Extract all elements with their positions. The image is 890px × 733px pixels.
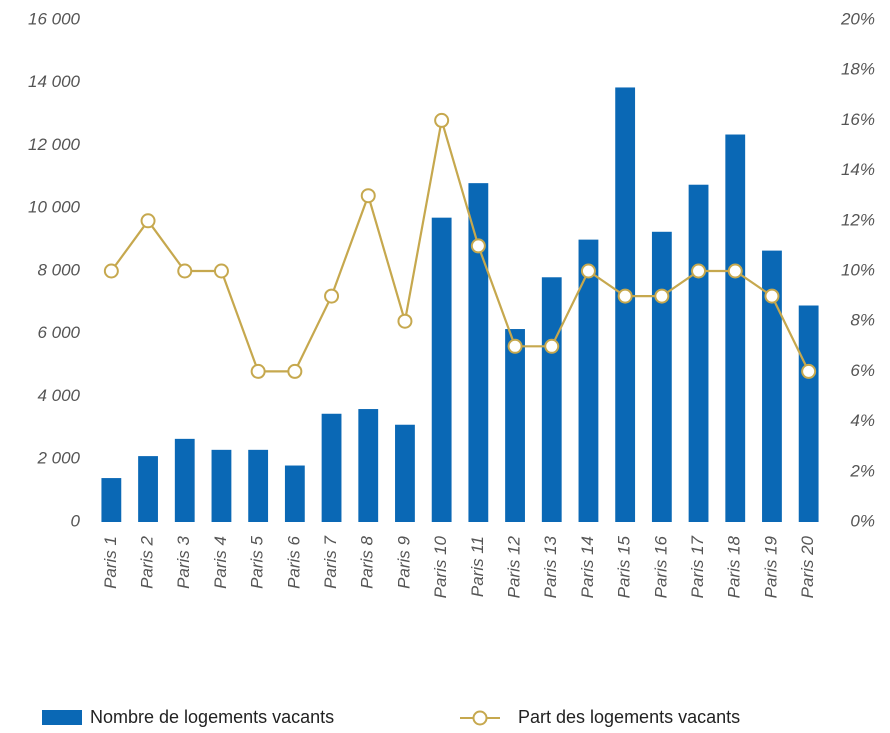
x-tick-label: Paris 8 — [358, 535, 377, 588]
line-marker — [580, 263, 596, 279]
x-tick-label: Paris 16 — [651, 535, 670, 598]
bar — [688, 184, 709, 522]
y2-tick-label: 20% — [840, 9, 875, 28]
legend-swatch — [42, 710, 82, 725]
bar — [284, 465, 305, 522]
x-tick-label: Paris 20 — [798, 535, 817, 598]
x-tick-label: Paris 9 — [394, 535, 413, 588]
bar — [321, 413, 342, 522]
bar — [174, 438, 195, 522]
bar — [578, 239, 599, 522]
y-tick-label: 14 000 — [28, 72, 81, 91]
x-tick-label: Paris 10 — [431, 535, 450, 598]
bar — [541, 277, 562, 522]
x-tick-label: Paris 14 — [578, 536, 597, 598]
y-tick-label: 16 000 — [28, 9, 81, 28]
line-marker — [140, 213, 156, 229]
line-marker — [250, 363, 266, 379]
y2-tick-label: 12% — [841, 210, 875, 229]
bar — [651, 231, 672, 522]
bar — [798, 305, 819, 522]
y2-tick-label: 6% — [850, 361, 875, 380]
bar — [395, 424, 415, 522]
y2-tick-label: 4% — [850, 411, 875, 430]
x-tick-label: Paris 18 — [725, 535, 744, 598]
bar — [615, 87, 636, 523]
y2-tick-label: 14% — [841, 160, 875, 179]
x-tick-label: Paris 5 — [248, 535, 267, 588]
bar — [248, 449, 269, 522]
bar — [725, 134, 746, 523]
line-marker — [617, 288, 633, 304]
bar — [431, 217, 452, 522]
y2-tick-label: 0% — [850, 511, 875, 530]
x-tick-label: Paris 7 — [321, 535, 340, 588]
line-marker — [691, 263, 707, 279]
y-tick-label: 4 000 — [37, 386, 80, 405]
x-tick-label: Paris 19 — [761, 535, 780, 598]
x-tick-label: Paris 12 — [505, 535, 524, 598]
line-marker — [177, 263, 193, 279]
line-marker — [213, 263, 229, 279]
y2-tick-label: 8% — [850, 311, 875, 330]
y-tick-label: 0 — [71, 511, 81, 530]
y-tick-label: 6 000 — [37, 323, 80, 342]
line-marker — [360, 188, 376, 204]
bar — [101, 478, 122, 522]
y2-tick-label: 18% — [841, 60, 875, 79]
x-tick-label: Paris 13 — [541, 535, 560, 598]
x-tick-label: Paris 6 — [284, 535, 303, 588]
legend-swatch — [472, 710, 488, 726]
bar — [505, 329, 525, 522]
x-tick-label: Paris 17 — [688, 535, 707, 598]
line-marker — [397, 313, 413, 329]
line-marker — [544, 338, 560, 354]
line-marker — [434, 112, 450, 128]
line-marker — [324, 288, 340, 304]
bar — [358, 409, 379, 522]
bar — [468, 183, 489, 522]
y-tick-label: 8 000 — [37, 260, 80, 279]
line-marker — [287, 363, 303, 379]
x-tick-label: Paris 1 — [101, 536, 120, 589]
x-tick-label: Paris 4 — [211, 536, 230, 589]
line-marker — [103, 263, 119, 279]
line-marker — [507, 338, 523, 354]
bar — [138, 456, 158, 522]
y2-tick-label: 16% — [841, 110, 875, 129]
legend-label: Nombre de logements vacants — [90, 707, 334, 727]
x-tick-label: Paris 3 — [174, 535, 193, 588]
y2-tick-label: 2% — [849, 461, 875, 480]
y2-tick-label: 10% — [841, 260, 875, 279]
x-tick-label: Paris 11 — [468, 536, 487, 597]
line-marker — [764, 288, 780, 304]
y-tick-label: 10 000 — [28, 198, 81, 217]
x-tick-label: Paris 2 — [138, 535, 157, 588]
y-tick-label: 12 000 — [28, 135, 81, 154]
bar — [211, 449, 232, 522]
y-tick-label: 2 000 — [36, 449, 80, 468]
line-marker — [654, 288, 670, 304]
line-marker — [801, 363, 817, 379]
x-tick-label: Paris 15 — [615, 535, 634, 598]
line-marker — [727, 263, 743, 279]
line-marker — [470, 238, 486, 254]
legend-label: Part des logements vacants — [518, 707, 740, 727]
bar — [762, 250, 782, 522]
